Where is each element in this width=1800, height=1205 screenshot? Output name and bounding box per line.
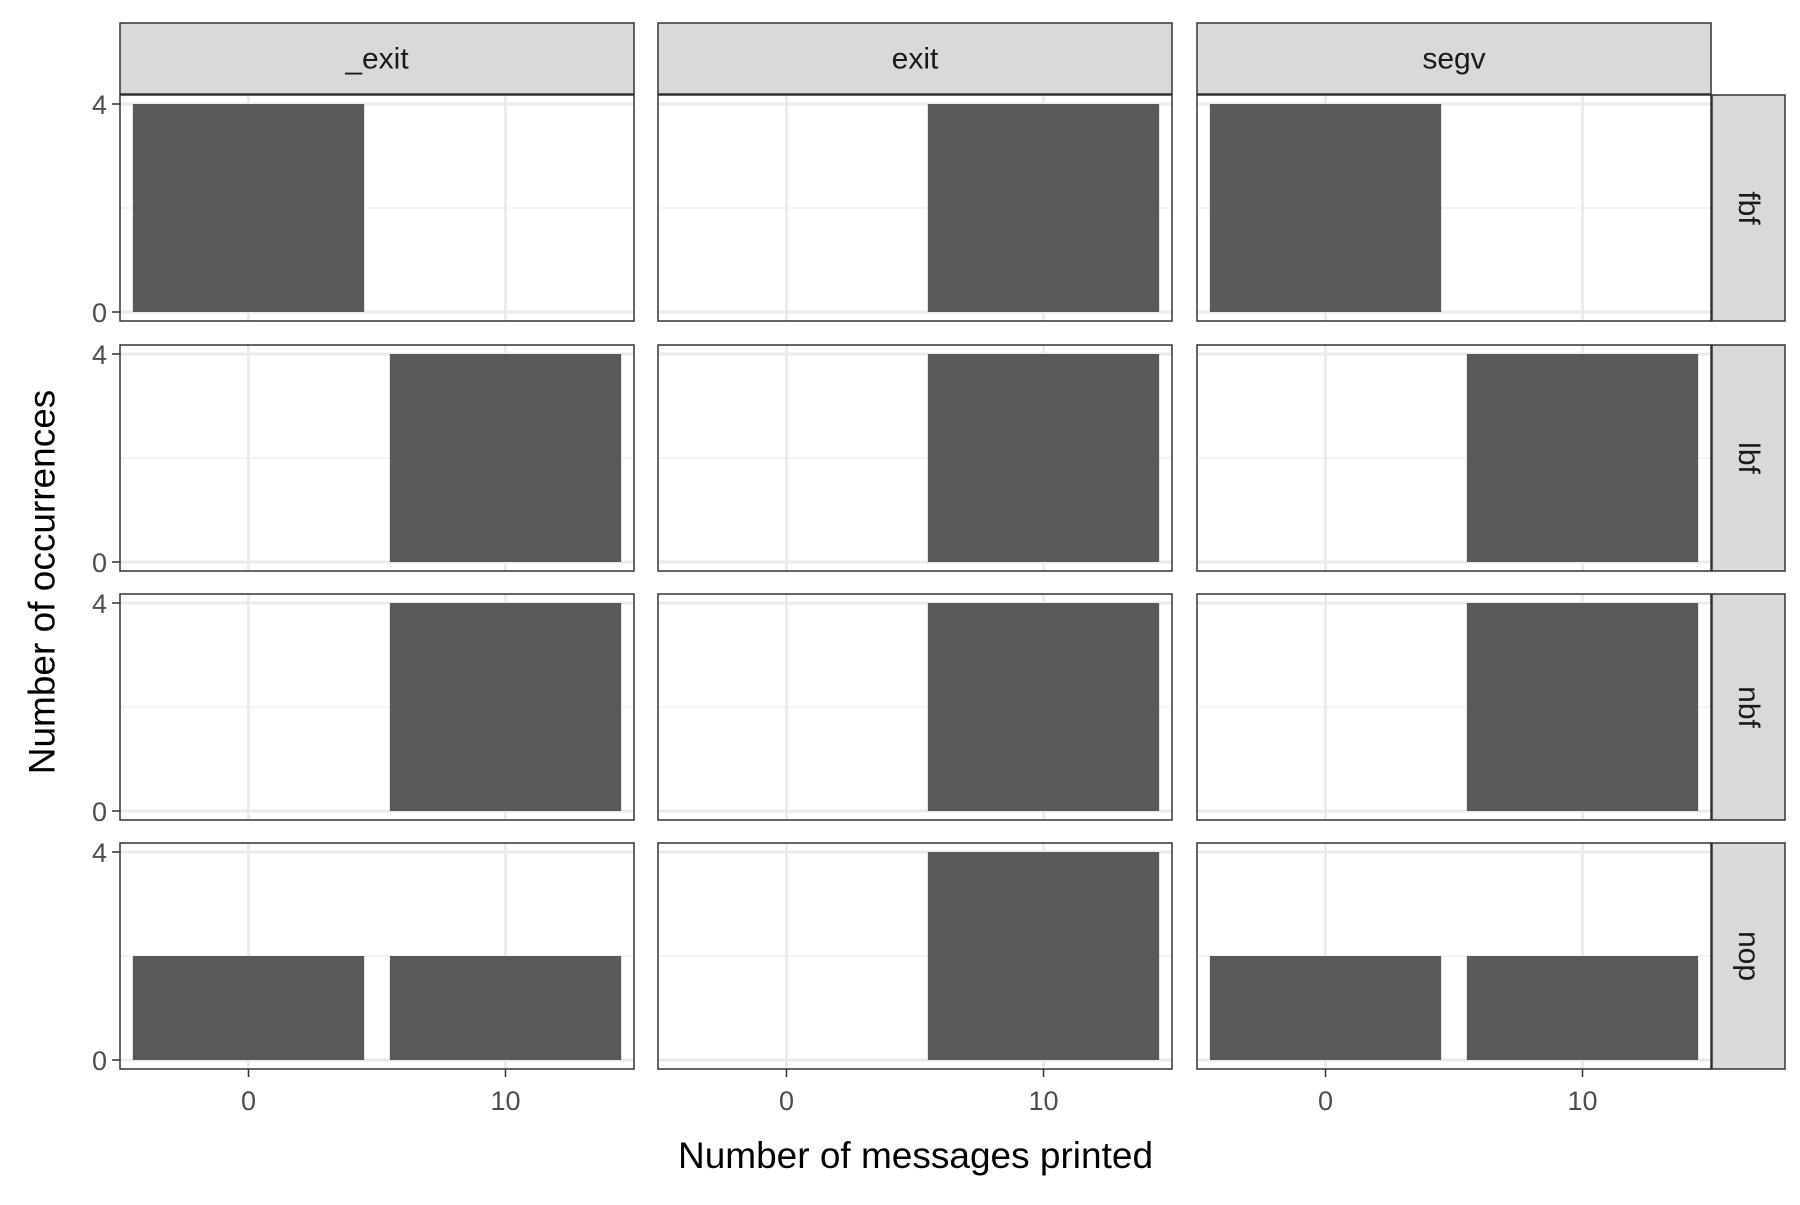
column-strip-label: _exit [344,43,409,76]
bar [132,104,365,312]
y-tick-label: 4 [92,340,107,370]
column-strip-label: segv [1422,43,1485,76]
x-tick-label: 10 [1028,1086,1058,1116]
row-strip [1711,344,1786,572]
row-strip-label: nbf [1732,686,1765,728]
panel-border [1196,842,1712,1070]
column-strip [119,22,635,95]
row-strip [1711,842,1786,1070]
y-tick-label: 4 [92,90,107,120]
x-tick-label: 10 [490,1086,520,1116]
y-tick-label: 4 [92,838,107,868]
x-tick-label: 0 [1318,1086,1333,1116]
bar [927,354,1160,562]
y-tick-label: 0 [92,797,107,827]
x-tick-label: 0 [779,1086,794,1116]
panel-border [1196,593,1712,821]
panel-border [119,94,635,322]
bar [1209,104,1442,312]
row-strip-label: nop [1732,931,1765,981]
panel-border [1196,344,1712,572]
column-strip [1196,22,1712,95]
column-strip [657,22,1173,95]
bar [389,354,622,562]
panel-border [657,593,1173,821]
panel-border [1196,94,1712,322]
panel-border [657,94,1173,322]
bar [1466,603,1699,811]
row-strip [1711,593,1786,821]
y-tick-label: 0 [92,548,107,578]
y-tick-label: 4 [92,589,107,619]
column-strip-label: exit [892,43,939,76]
row-strip [1711,94,1786,322]
bar [927,852,1160,1060]
panel-border [657,842,1173,1070]
bar [927,104,1160,312]
bar [389,603,622,811]
y-axis-title: Number of occurrences [22,390,63,775]
panel-border [119,344,635,572]
bar [1466,354,1699,562]
bar [927,603,1160,811]
x-tick-label: 0 [241,1086,256,1116]
row-strip-label: fbf [1732,191,1765,225]
x-axis-title: Number of messages printed [678,1135,1153,1176]
y-tick-label: 0 [92,298,107,328]
x-tick-label: 10 [1567,1086,1597,1116]
panel-border [119,842,635,1070]
bar [1466,956,1699,1060]
panel-border [119,593,635,821]
bar [132,956,365,1060]
bar [389,956,622,1060]
row-strip-label: lbf [1732,442,1765,474]
y-tick-label: 0 [92,1046,107,1076]
panel-border [657,344,1173,572]
bar [1209,956,1442,1060]
